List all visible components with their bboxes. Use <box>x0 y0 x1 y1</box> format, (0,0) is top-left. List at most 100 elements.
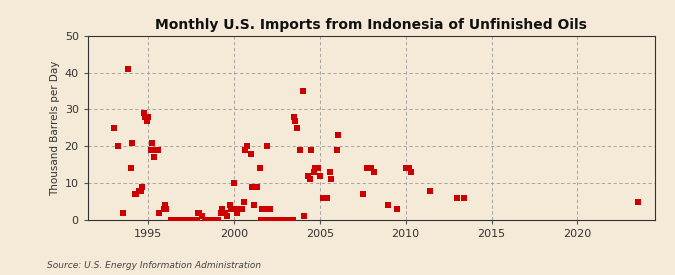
Point <box>215 210 226 215</box>
Point <box>383 203 394 207</box>
Point <box>126 166 136 170</box>
Point <box>151 148 162 152</box>
Point <box>165 218 176 222</box>
Point <box>160 203 171 207</box>
Point <box>317 196 328 200</box>
Point <box>260 218 271 222</box>
Point <box>313 166 324 170</box>
Point <box>254 166 265 170</box>
Point <box>281 218 292 222</box>
Point <box>130 192 140 196</box>
Point <box>138 111 149 115</box>
Point <box>178 218 189 222</box>
Point <box>184 218 195 222</box>
Point <box>127 141 138 145</box>
Point <box>310 166 321 170</box>
Point <box>452 196 462 200</box>
Point <box>161 207 172 211</box>
Point <box>279 218 290 222</box>
Point <box>288 115 299 119</box>
Point <box>277 218 288 222</box>
Point <box>142 115 153 119</box>
Point <box>324 170 335 174</box>
Point <box>366 166 377 170</box>
Point <box>406 170 416 174</box>
Point <box>238 199 249 204</box>
Point <box>145 148 156 152</box>
Point <box>206 218 217 222</box>
Point <box>241 144 252 148</box>
Point <box>284 218 295 222</box>
Point <box>362 166 373 170</box>
Point <box>118 210 129 215</box>
Point <box>194 210 205 215</box>
Point <box>177 218 188 222</box>
Point <box>230 207 240 211</box>
Point <box>333 133 344 138</box>
Point <box>290 118 300 123</box>
Point <box>264 207 275 211</box>
Point <box>188 218 199 222</box>
Point <box>292 126 302 130</box>
Point <box>306 148 317 152</box>
Point <box>263 207 273 211</box>
Point <box>275 218 286 222</box>
Point <box>256 218 267 222</box>
Point <box>234 207 245 211</box>
Point <box>248 203 259 207</box>
Point <box>225 207 236 211</box>
Point <box>400 166 411 170</box>
Point <box>261 144 272 148</box>
Point <box>303 174 314 178</box>
Point <box>140 115 151 119</box>
Point <box>204 218 215 222</box>
Point <box>326 177 337 182</box>
Point <box>137 185 148 189</box>
Point <box>217 207 227 211</box>
Text: Source: U.S. Energy Information Administration: Source: U.S. Energy Information Administ… <box>47 260 261 270</box>
Point <box>294 148 305 152</box>
Point <box>304 177 315 182</box>
Point <box>269 218 279 222</box>
Point <box>210 218 221 222</box>
Point <box>369 170 379 174</box>
Point <box>233 207 244 211</box>
Point <box>224 203 235 207</box>
Point <box>148 155 159 160</box>
Point <box>168 218 179 222</box>
Point <box>200 218 211 222</box>
Point <box>159 207 169 211</box>
Point <box>197 214 208 219</box>
Point <box>237 207 248 211</box>
Point <box>298 214 309 219</box>
Point <box>315 174 325 178</box>
Point <box>122 67 133 71</box>
Point <box>287 218 298 222</box>
Point <box>321 196 332 200</box>
Point <box>211 218 222 222</box>
Point <box>251 185 262 189</box>
Point <box>153 148 163 152</box>
Point <box>632 199 643 204</box>
Point <box>202 218 213 222</box>
Point <box>280 218 291 222</box>
Point <box>221 214 232 219</box>
Point <box>425 188 435 193</box>
Point <box>213 218 223 222</box>
Point <box>154 210 165 215</box>
Y-axis label: Thousand Barrels per Day: Thousand Barrels per Day <box>51 60 61 196</box>
Point <box>131 192 142 196</box>
Point <box>232 210 242 215</box>
Point <box>308 170 319 174</box>
Point <box>187 218 198 222</box>
Title: Monthly U.S. Imports from Indonesia of Unfinished Oils: Monthly U.S. Imports from Indonesia of U… <box>155 18 587 32</box>
Point <box>134 188 144 193</box>
Point <box>266 218 277 222</box>
Point <box>273 218 284 222</box>
Point <box>135 188 146 193</box>
Point <box>331 148 342 152</box>
Point <box>108 126 119 130</box>
Point <box>146 141 157 145</box>
Point <box>220 210 231 215</box>
Point <box>191 218 202 222</box>
